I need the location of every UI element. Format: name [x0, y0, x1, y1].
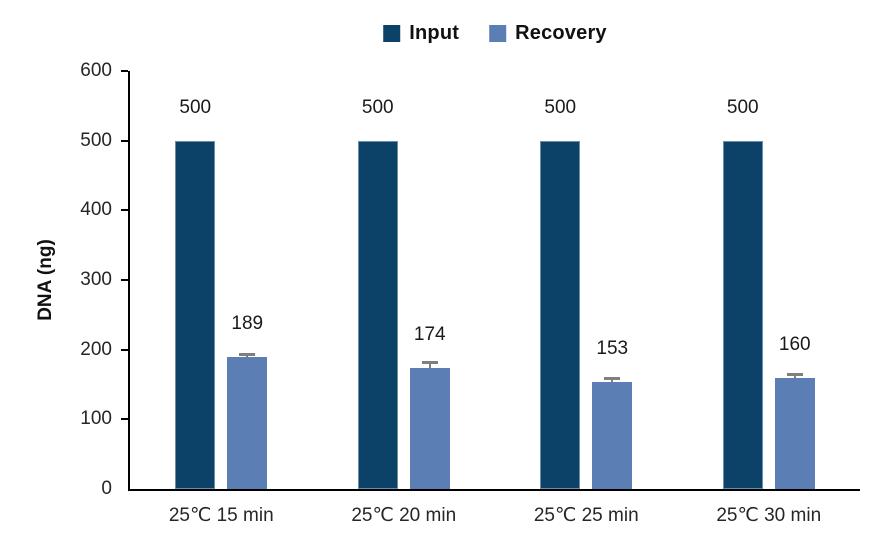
legend-label: Recovery — [515, 22, 607, 44]
y-axis-line — [128, 71, 130, 491]
y-tick-label: 300 — [80, 269, 112, 290]
value-label: 160 — [778, 333, 811, 355]
y-tick-label: 0 — [101, 478, 112, 499]
recovery-swatch-icon — [489, 25, 507, 42]
x-tick-label: 25℃ 20 min — [351, 505, 457, 526]
plot-area: 0 100 200 300 400 500 600 500 189 25℃ 15 min 500 17… — [80, 60, 860, 526]
input-bar — [722, 140, 763, 489]
error-bar-cap — [604, 377, 621, 381]
y-tick-label: 100 — [80, 408, 112, 430]
value-label: 500 — [179, 96, 212, 118]
value-label: 500 — [544, 96, 577, 118]
y-tick-label: 400 — [80, 199, 112, 221]
error-bar-whisker — [611, 380, 614, 383]
chart-legend: Input Recovery — [383, 22, 607, 45]
error-bar-whisker — [793, 376, 796, 378]
y-tick-mark — [121, 209, 128, 212]
error-bar-cap — [786, 373, 803, 377]
legend-label: Input — [409, 22, 460, 44]
y-tick-mark — [121, 279, 128, 281]
input-bar — [540, 140, 581, 489]
value-label: 500 — [361, 96, 394, 118]
recovery-bar — [774, 377, 815, 489]
value-label: 500 — [726, 96, 759, 118]
y-tick-mark — [121, 348, 128, 351]
y-tick-label: 600 — [80, 60, 112, 81]
y-tick-mark — [121, 70, 128, 72]
x-axis-line — [128, 489, 860, 491]
error-bar-whisker — [246, 355, 249, 358]
input-swatch-icon — [383, 25, 401, 42]
input-bar — [175, 140, 216, 489]
value-label: 153 — [596, 338, 629, 360]
value-label: 189 — [231, 313, 264, 335]
error-bar-whisker — [428, 364, 431, 368]
y-tick-label: 200 — [80, 338, 112, 360]
x-tick-label: 25℃ 30 min — [716, 505, 822, 526]
recovery-bar — [592, 382, 633, 489]
input-bar — [357, 140, 398, 489]
y-tick-label: 500 — [80, 129, 112, 151]
value-label: 174 — [413, 323, 446, 345]
legend-item-recovery: Recovery — [489, 22, 607, 45]
x-tick-label: 25℃ 15 min — [168, 505, 274, 526]
error-bar-cap — [239, 352, 256, 356]
y-tick-mark — [121, 418, 128, 421]
error-bar-cap — [421, 361, 438, 365]
legend-item-input: Input — [383, 22, 459, 45]
recovery-bar — [227, 357, 268, 489]
y-tick-mark — [121, 139, 128, 142]
x-tick-label: 25℃ 25 min — [533, 505, 639, 526]
recovery-bar — [409, 367, 450, 489]
